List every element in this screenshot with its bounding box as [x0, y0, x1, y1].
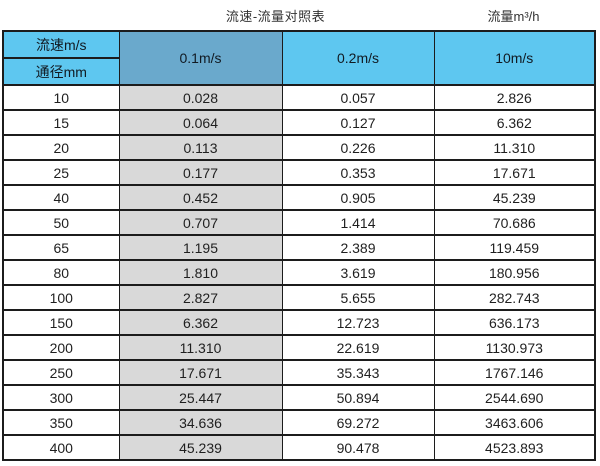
table-row: 10 0.028 0.057 2.826 [2, 84, 596, 111]
flow-value-cell: 1.414 [281, 209, 435, 236]
flow-value-cell: 3.619 [281, 259, 435, 286]
table-row: 20 0.113 0.226 11.310 [2, 134, 596, 161]
flow-value-cell: 17.671 [118, 359, 283, 386]
flow-value-cell: 22.619 [281, 334, 435, 361]
diameter-cell: 40 [2, 184, 120, 211]
flow-value-cell: 70.686 [433, 209, 596, 236]
flow-value-cell: 119.459 [433, 234, 596, 261]
flow-value-cell: 0.707 [118, 209, 283, 236]
table-row: 80 1.810 3.619 180.956 [2, 259, 596, 286]
flow-value-cell: 2.827 [118, 284, 283, 311]
flow-value-cell: 17.671 [433, 159, 596, 186]
flow-value-cell: 11.310 [118, 334, 283, 361]
table-row: 65 1.195 2.389 119.459 [2, 234, 596, 261]
flow-value-cell: 0.177 [118, 159, 283, 186]
flow-value-cell: 0.127 [281, 109, 435, 136]
flow-value-cell: 34.636 [118, 409, 283, 436]
diameter-cell: 100 [2, 284, 120, 311]
table-row: 40 0.452 0.905 45.239 [2, 184, 596, 211]
diameter-cell: 80 [2, 259, 120, 286]
flow-value-cell: 3463.606 [433, 409, 596, 436]
flow-value-cell: 0.028 [118, 84, 283, 111]
table-row: 300 25.447 50.894 2544.690 [2, 384, 596, 411]
flow-value-cell: 90.478 [281, 434, 435, 461]
flow-value-cell: 2544.690 [433, 384, 596, 411]
table-row: 250 17.671 35.343 1767.146 [2, 359, 596, 386]
flow-value-cell: 0.064 [118, 109, 283, 136]
header-row-bottom: 通径mm [2, 57, 595, 86]
flow-value-cell: 6.362 [118, 309, 283, 336]
flow-value-cell: 1.810 [118, 259, 283, 286]
page-title: 流速-流量对照表 [225, 9, 326, 24]
diameter-cell: 300 [2, 384, 120, 411]
flow-value-cell: 45.239 [433, 184, 596, 211]
flow-value-cell: 0.452 [118, 184, 283, 211]
table-header: 流速m/s 0.1m/s 0.2m/s 10m/s 通径mm [2, 30, 596, 86]
diameter-cell: 15 [2, 109, 120, 136]
flow-value-cell: 0.905 [281, 184, 435, 211]
flow-unit-label: 流量m³/h [487, 9, 540, 24]
column-header-0-2ms: 0.2m/s [281, 30, 435, 86]
diameter-cell: 20 [2, 134, 120, 161]
flow-value-cell: 2.826 [433, 84, 596, 111]
flow-value-cell: 69.272 [281, 409, 435, 436]
flow-value-cell: 4523.893 [433, 434, 596, 461]
flow-value-cell: 2.389 [281, 234, 435, 261]
header-row-top: 流速m/s 0.1m/s 0.2m/s 10m/s [2, 30, 596, 86]
diameter-cell: 65 [2, 234, 120, 261]
diameter-cell: 400 [2, 434, 120, 461]
flow-value-cell: 282.743 [433, 284, 596, 311]
table-row: 100 2.827 5.655 282.743 [2, 284, 596, 311]
diameter-cell: 150 [2, 309, 120, 336]
diameter-cell: 25 [2, 159, 120, 186]
flow-value-cell: 0.353 [281, 159, 435, 186]
flow-value-cell: 180.956 [433, 259, 596, 286]
table-row: 15 0.064 0.127 6.362 [2, 109, 596, 136]
table-row: 50 0.707 1.414 70.686 [2, 209, 596, 236]
table-row: 400 45.239 90.478 4523.893 [2, 434, 596, 461]
column-header-0-1ms: 0.1m/s [118, 30, 283, 86]
flow-value-cell: 50.894 [281, 384, 435, 411]
flow-value-cell: 1767.146 [433, 359, 596, 386]
flow-value-cell: 35.343 [281, 359, 435, 386]
flow-rate-table: 流速m/s 0.1m/s 0.2m/s 10m/s 通径mm 10 0.028 0.… [2, 30, 596, 461]
flow-value-cell: 45.239 [118, 434, 283, 461]
flow-value-cell: 5.655 [281, 284, 435, 311]
flow-value-cell: 0.226 [281, 134, 435, 161]
flow-value-cell: 0.057 [281, 84, 435, 111]
table-row: 25 0.177 0.353 17.671 [2, 159, 596, 186]
diameter-cell: 10 [2, 84, 120, 111]
diameter-cell: 250 [2, 359, 120, 386]
flow-value-cell: 636.173 [433, 309, 596, 336]
flow-value-cell: 11.310 [433, 134, 596, 161]
titlebar: 流速-流量对照表 流量m³/h [0, 4, 600, 28]
table-row: 350 34.636 69.272 3463.606 [2, 409, 596, 436]
table-row: 150 6.362 12.723 636.173 [2, 309, 596, 336]
corner-velocity-label: 流速m/s [2, 30, 120, 59]
diameter-cell: 200 [2, 334, 120, 361]
table-row: 200 11.310 22.619 1130.973 [2, 334, 596, 361]
diameter-cell: 50 [2, 209, 120, 236]
flow-value-cell: 1130.973 [433, 334, 596, 361]
corner-diameter-label: 通径mm [2, 57, 120, 86]
column-header-10ms: 10m/s [433, 30, 596, 86]
table-body: 10 0.028 0.057 2.826 15 0.064 0.127 6.362 20 0.11… [2, 84, 596, 461]
flow-value-cell: 1.195 [118, 234, 283, 261]
diameter-cell: 350 [2, 409, 120, 436]
flow-value-cell: 6.362 [433, 109, 596, 136]
flow-value-cell: 0.113 [118, 134, 283, 161]
flow-value-cell: 25.447 [118, 384, 283, 411]
flow-value-cell: 12.723 [281, 309, 435, 336]
